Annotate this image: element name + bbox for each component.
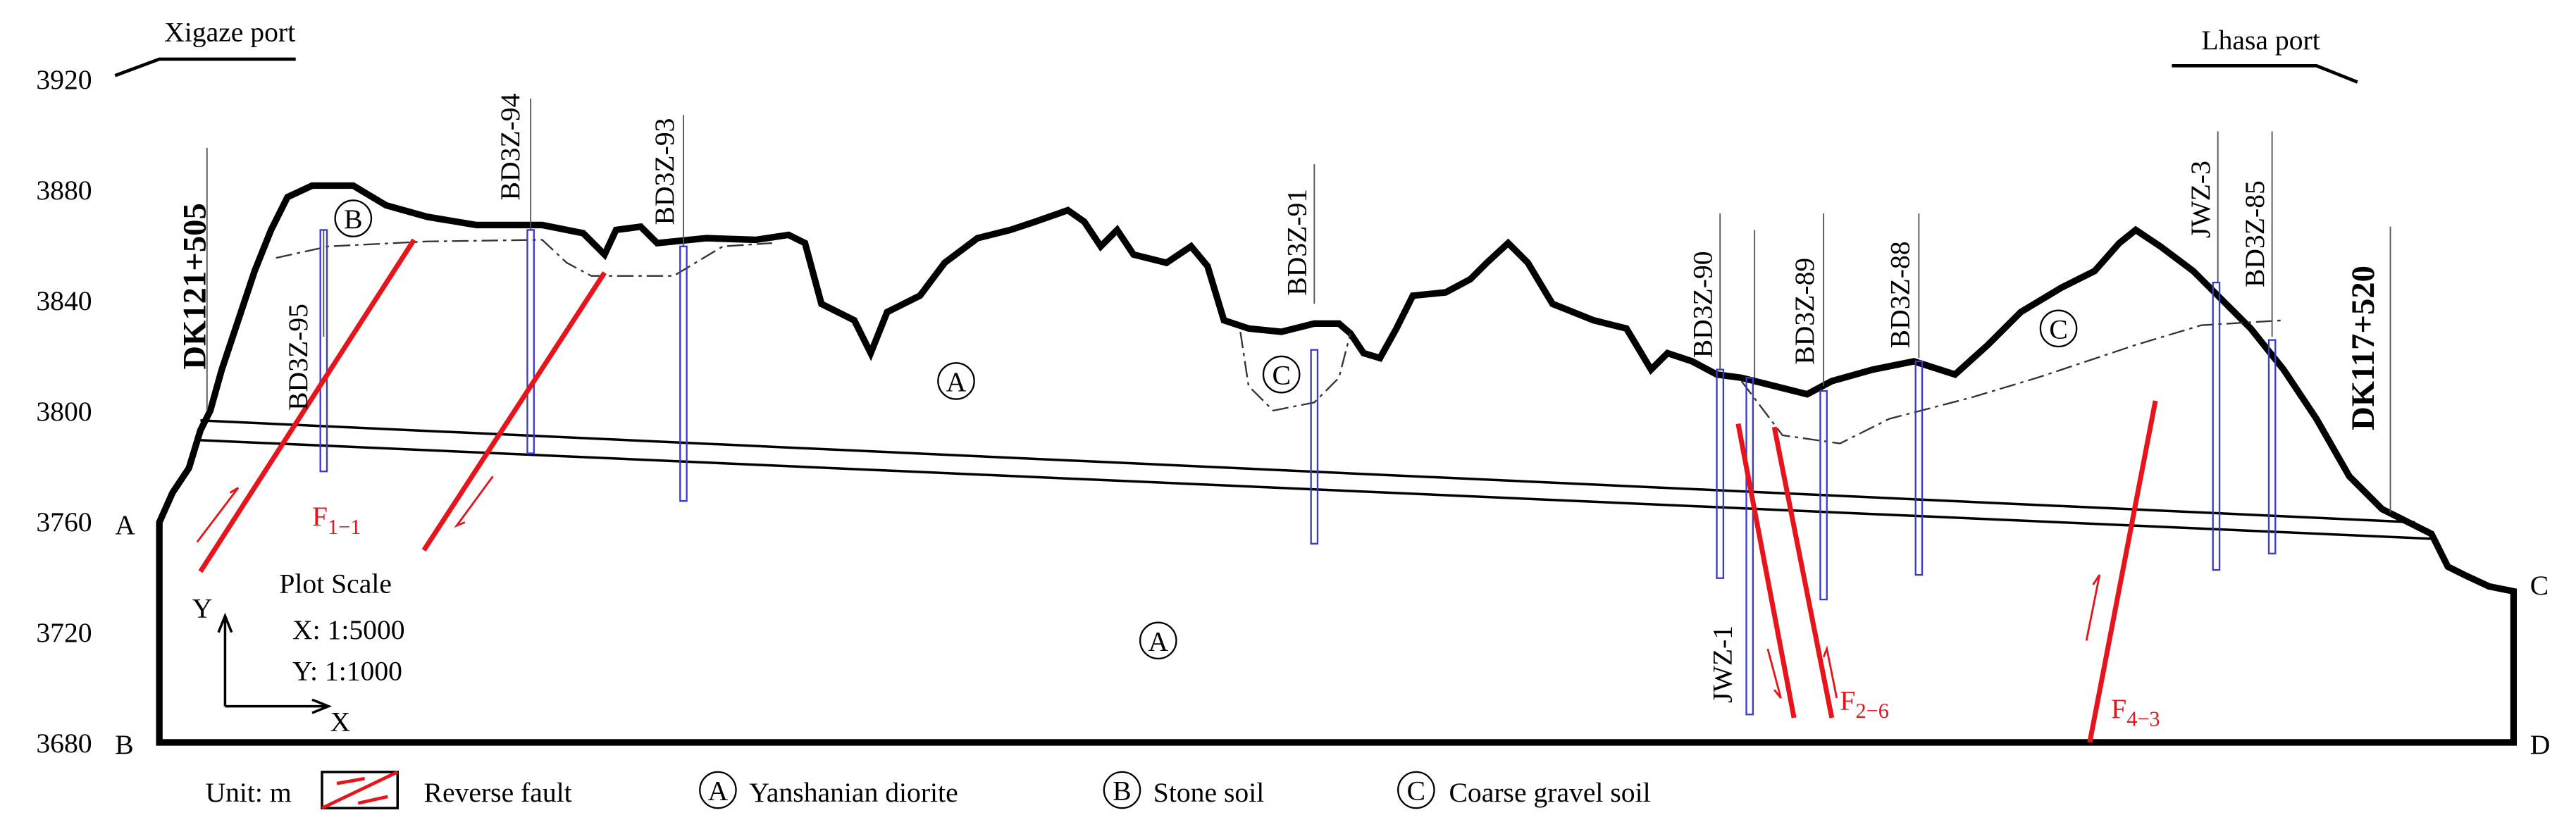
borehole-label: BD3Z-85 — [2239, 180, 2270, 287]
fault-name: F — [2111, 693, 2126, 724]
chainage-end: DK117+520 — [2345, 266, 2382, 430]
scale-axes — [217, 612, 333, 714]
legend-fault: Reverse fault — [424, 777, 572, 808]
borehole-label: BD3Z-94 — [495, 93, 526, 200]
unit-letter: B — [344, 204, 362, 235]
corner-label: D — [2530, 729, 2551, 760]
borehole-label: JWZ-3 — [2185, 161, 2216, 238]
legend-letter: B — [1113, 776, 1131, 807]
corner-label: B — [115, 729, 133, 760]
fault-label: F1−1 — [312, 501, 361, 539]
boreholes — [206, 98, 2391, 716]
fault-name: F — [1840, 685, 1855, 716]
fault-line — [421, 271, 607, 552]
legend-circle — [1103, 771, 1141, 809]
borehole-label: BD3Z-89 — [1789, 258, 1820, 365]
unit-circle — [2039, 309, 2078, 348]
right-port: Lhasa port — [2201, 25, 2320, 56]
fault-arrow — [454, 475, 494, 528]
fault-arrow — [196, 487, 240, 543]
borehole — [2212, 281, 2221, 571]
y-tick-label: 3680 — [36, 728, 92, 759]
borehole — [526, 229, 535, 454]
soil-boundary — [1740, 319, 2284, 444]
scale-x: X: 1:5000 — [292, 614, 405, 645]
unit-circle — [1262, 355, 1301, 394]
borehole — [1745, 377, 1754, 716]
borehole — [1914, 360, 1924, 576]
tunnel-bottom — [200, 439, 2432, 540]
legend-circle — [699, 771, 737, 809]
scale-y: Y: 1:1000 — [292, 655, 402, 686]
corner-label: A — [115, 509, 135, 540]
scale-title: Plot Scale — [279, 568, 392, 599]
legend-c: Coarse gravel soil — [1449, 777, 1651, 808]
borehole — [2267, 339, 2277, 554]
borehole-label: BD3Z-90 — [1688, 251, 1719, 358]
right-arrow — [2172, 63, 2358, 84]
borehole-label: BD3Z-88 — [1884, 241, 1915, 348]
fault-sub: 4−3 — [2126, 707, 2160, 731]
legend-fault-icon — [321, 770, 399, 810]
fault-label: F2−6 — [1840, 685, 1888, 723]
y-tick-label: 3800 — [36, 396, 92, 427]
terrain-profile — [156, 182, 2518, 746]
unit-markers: A A B C C — [334, 199, 2078, 660]
fault-label: F4−3 — [2111, 693, 2160, 731]
legend-unit: Unit: m — [205, 777, 291, 808]
legend-letter: C — [1407, 776, 1425, 807]
left-arrow — [114, 57, 296, 77]
unit-circle — [334, 199, 373, 237]
fault-arrow — [2085, 574, 2101, 641]
y-axis: 3920 3880 3840 3800 3760 3720 3680 — [36, 64, 92, 759]
y-tick-label: 3720 — [36, 617, 92, 648]
axis-y-label: Y — [192, 593, 213, 624]
unit-letter: C — [2049, 313, 2067, 344]
unit-letter: A — [1148, 626, 1168, 657]
soil-boundary — [1239, 331, 1351, 412]
legend-circle — [1397, 771, 1435, 809]
borehole — [1310, 349, 1319, 545]
legend-a: Yanshanian diorite — [749, 777, 958, 808]
axis-x-label: X — [330, 707, 351, 738]
fault-name: F — [312, 501, 328, 532]
fault-arrow — [1766, 648, 1782, 699]
borehole — [1819, 390, 1828, 601]
fault-line — [1771, 426, 1835, 719]
fault-line — [198, 238, 416, 573]
fault-arrow — [1822, 645, 1838, 699]
y-tick-label: 3840 — [36, 285, 92, 316]
left-port: Xigaze port — [164, 16, 295, 47]
borehole — [1716, 368, 1725, 579]
borehole-label: BD3Z-95 — [283, 304, 314, 411]
unit-circle — [937, 362, 975, 400]
borehole-label: BD3Z-93 — [649, 118, 680, 225]
borehole-label: JWZ-1 — [1707, 626, 1738, 703]
legend-b: Stone soil — [1153, 777, 1264, 808]
legend-letter: A — [708, 776, 729, 807]
unit-circle — [1139, 621, 1177, 660]
y-tick-label: 3920 — [36, 64, 92, 95]
borehole-label: BD3Z-91 — [1282, 189, 1313, 296]
soil-boundary — [275, 239, 772, 277]
y-tick-label: 3880 — [36, 175, 92, 206]
fault-sub: 2−6 — [1855, 699, 1888, 723]
borehole — [319, 229, 328, 473]
faults — [196, 238, 2158, 743]
unit-letter: C — [1272, 360, 1290, 391]
unit-letter: A — [946, 366, 967, 397]
tunnel-top — [200, 419, 2415, 524]
corner-label: C — [2530, 570, 2549, 601]
legend-fault-box — [321, 771, 400, 809]
borehole — [679, 245, 688, 502]
y-tick-label: 3760 — [36, 506, 92, 537]
fault-line — [1735, 423, 1797, 719]
fault-sub: 1−1 — [328, 515, 361, 539]
chainage-start: DK121+505 — [176, 203, 213, 369]
legend: Unit: m Reverse fault A Yanshanian diori… — [205, 770, 1651, 810]
fault-line — [2087, 400, 2158, 743]
